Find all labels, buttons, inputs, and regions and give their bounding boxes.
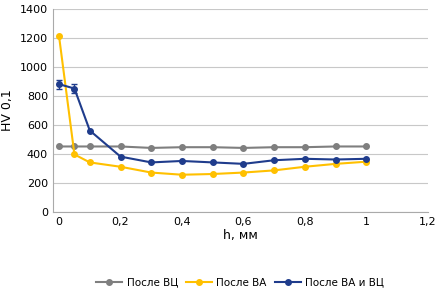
После ВЦ <box>272 146 277 149</box>
После ВЦ <box>179 146 185 149</box>
После ВЦ <box>333 145 338 148</box>
Line: После ВЦ: После ВЦ <box>56 144 369 151</box>
После ВЦ <box>72 145 77 148</box>
После ВА и ВЦ <box>364 157 369 161</box>
После ВА <box>72 153 77 156</box>
После ВА и ВЦ <box>210 161 215 164</box>
После ВЦ <box>118 145 123 148</box>
После ВА <box>179 173 185 176</box>
После ВА <box>56 35 62 38</box>
После ВА и ВЦ <box>118 155 123 158</box>
Line: После ВА и ВЦ: После ВА и ВЦ <box>56 81 369 167</box>
После ВА и ВЦ <box>87 129 93 132</box>
После ВА и ВЦ <box>179 159 185 163</box>
После ВА и ВЦ <box>72 87 77 90</box>
После ВЦ <box>241 146 246 150</box>
После ВА и ВЦ <box>56 82 62 86</box>
Legend: После ВЦ, После ВА, После ВА и ВЦ: После ВЦ, После ВА, После ВА и ВЦ <box>97 278 384 288</box>
После ВА и ВЦ <box>149 161 154 164</box>
После ВЦ <box>210 146 215 149</box>
После ВЦ <box>56 145 62 148</box>
После ВА <box>302 165 307 168</box>
После ВА и ВЦ <box>333 158 338 161</box>
После ВА <box>210 172 215 176</box>
После ВА <box>149 171 154 174</box>
После ВА <box>272 169 277 172</box>
После ВА и ВЦ <box>241 162 246 166</box>
После ВА <box>87 161 93 164</box>
После ВА и ВЦ <box>272 158 277 162</box>
После ВА и ВЦ <box>302 157 307 161</box>
После ВЦ <box>302 146 307 149</box>
После ВА <box>118 165 123 168</box>
Y-axis label: HV 0,1: HV 0,1 <box>1 89 15 131</box>
После ВА <box>333 162 338 166</box>
После ВА <box>364 160 369 163</box>
После ВЦ <box>364 145 369 148</box>
После ВА <box>241 171 246 174</box>
X-axis label: h, мм: h, мм <box>223 229 258 242</box>
Line: После ВА: После ВА <box>56 34 369 178</box>
После ВЦ <box>149 146 154 150</box>
После ВЦ <box>87 145 93 148</box>
